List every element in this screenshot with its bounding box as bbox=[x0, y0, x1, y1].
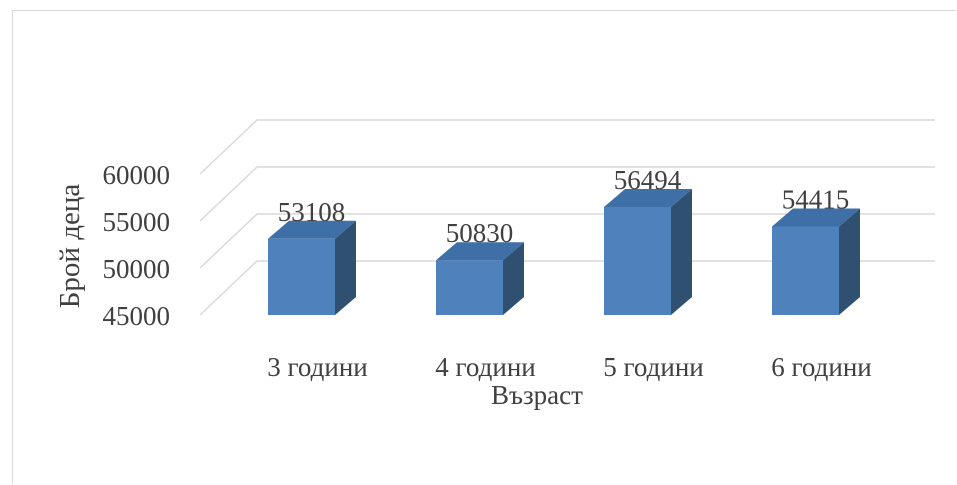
y-axis-label: Брой деца bbox=[54, 184, 86, 309]
bar-top bbox=[772, 208, 860, 227]
x-axis-label: Възраст bbox=[491, 380, 583, 410]
gridline bbox=[199, 119, 935, 175]
gridline bbox=[199, 166, 935, 222]
bar-top bbox=[436, 242, 524, 261]
bar-front bbox=[436, 260, 503, 315]
gridline bbox=[199, 260, 935, 316]
data-label: 54415 bbox=[782, 184, 850, 214]
bar-front bbox=[604, 206, 671, 315]
x-tick-label: 4 години bbox=[435, 352, 535, 382]
x-tick-label: 3 години bbox=[267, 352, 367, 382]
bar-side bbox=[503, 242, 524, 315]
bars: 53108 50830 56494 54415 bbox=[268, 165, 860, 315]
y-tick-label: 50000 bbox=[103, 254, 171, 284]
bar-side bbox=[335, 220, 356, 315]
y-axis-ticks: 45000 50000 55000 60000 bbox=[103, 160, 171, 331]
x-tick-label: 6 години bbox=[771, 352, 871, 382]
bar-top bbox=[268, 220, 356, 239]
data-label: 50830 bbox=[446, 218, 514, 248]
y-tick-label: 60000 bbox=[103, 160, 171, 190]
bar-front bbox=[772, 226, 839, 315]
bar bbox=[436, 242, 524, 315]
bar bbox=[772, 208, 860, 315]
bar-top bbox=[604, 188, 692, 207]
bar-side bbox=[839, 208, 860, 315]
x-tick-label: 5 години bbox=[603, 352, 703, 382]
data-label: 56494 bbox=[614, 165, 682, 195]
y-tick-label: 45000 bbox=[103, 301, 171, 331]
chart-frame bbox=[12, 10, 956, 484]
gridlines bbox=[199, 119, 935, 316]
gridline bbox=[199, 213, 935, 269]
bar-side bbox=[671, 188, 692, 315]
bar bbox=[268, 220, 356, 315]
x-axis-ticks: 3 години 4 години 5 години 6 години bbox=[267, 352, 871, 382]
bar-front bbox=[268, 238, 335, 315]
bar bbox=[604, 188, 692, 315]
y-tick-label: 55000 bbox=[103, 207, 171, 237]
data-label: 53108 bbox=[278, 197, 346, 227]
